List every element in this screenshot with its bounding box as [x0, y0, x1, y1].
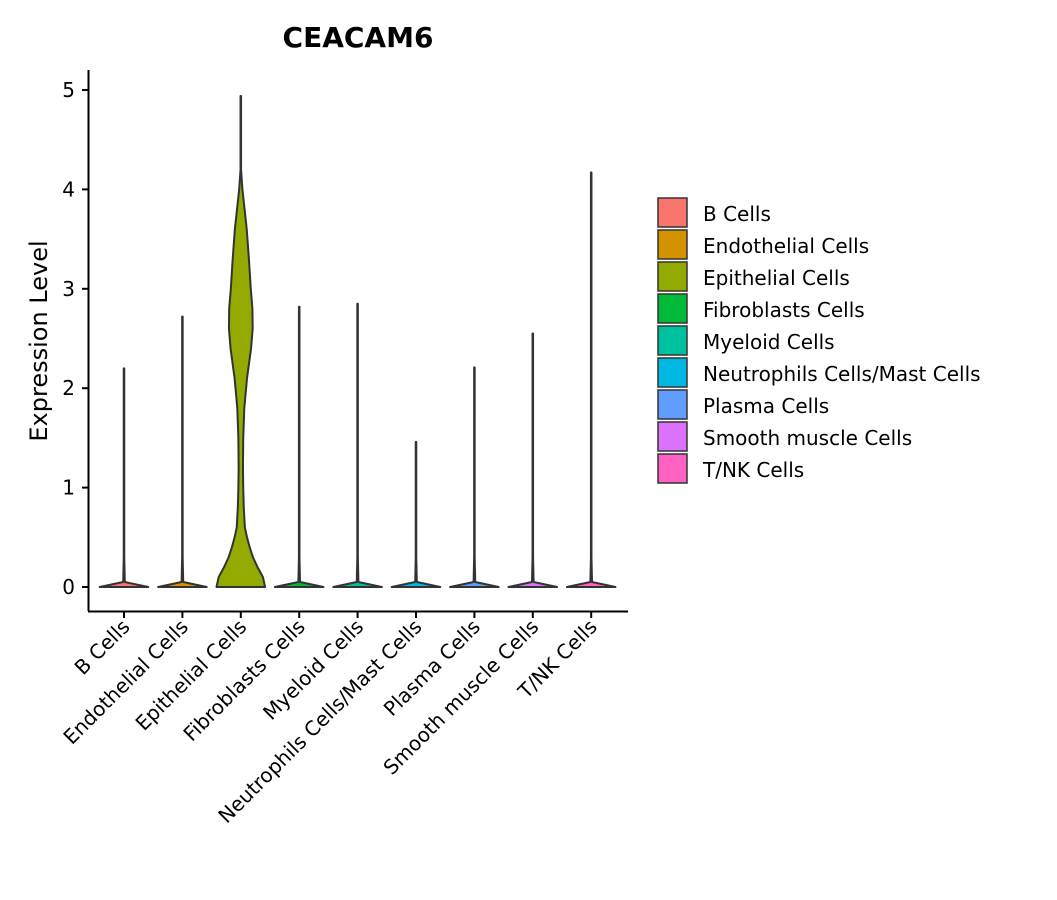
violin-shape: [98, 367, 150, 588]
violin-shape: [215, 94, 267, 588]
legend-swatch: [657, 453, 688, 484]
legend: B Cells Endothelial Cells Epithelial Cells…: [657, 197, 981, 484]
violin-shape: [449, 366, 500, 588]
legend-label: Myeloid Cells: [703, 330, 835, 354]
legend-label: Fibroblasts Cells: [703, 298, 865, 322]
violin-shape: [565, 171, 617, 588]
legend-swatch: [657, 261, 688, 292]
violins: [98, 94, 617, 588]
legend-swatch: [657, 229, 688, 260]
y-tick-label: 2: [62, 376, 75, 400]
y-tick-label: 4: [62, 177, 75, 201]
legend-swatch: [657, 293, 688, 324]
legend-swatch: [657, 197, 688, 228]
legend-label: Endothelial Cells: [703, 234, 869, 258]
chart-title: CEACAM6: [283, 21, 434, 54]
legend-label: Plasma Cells: [703, 394, 829, 418]
legend-label: T/NK Cells: [702, 458, 804, 482]
violin-shape: [157, 315, 208, 588]
legend-swatch: [657, 421, 688, 452]
legend-label: Neutrophils Cells/Mast Cells: [703, 362, 981, 386]
legend-swatch: [657, 357, 688, 388]
violin-shape: [390, 440, 442, 588]
violin-shape: [332, 302, 383, 588]
legend-label: Epithelial Cells: [703, 266, 850, 290]
violin-shape: [273, 305, 325, 588]
y-tick-label: 0: [62, 575, 75, 599]
y-tick-label: 1: [62, 476, 75, 500]
legend-swatch: [657, 389, 688, 420]
y-axis-title: Expression Level: [25, 240, 53, 441]
legend-swatch: [657, 325, 688, 356]
violin-shape: [507, 332, 559, 588]
legend-label: Smooth muscle Cells: [703, 426, 912, 450]
x-tick-label: Myeloid Cells: [258, 615, 368, 725]
legend-label: B Cells: [703, 202, 771, 226]
y-ticks: 0 1 2 3 4 5: [62, 78, 89, 599]
y-tick-label: 3: [62, 277, 75, 301]
y-tick-label: 5: [62, 78, 75, 102]
